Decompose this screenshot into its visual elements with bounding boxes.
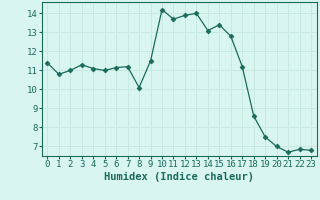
X-axis label: Humidex (Indice chaleur): Humidex (Indice chaleur) — [104, 172, 254, 182]
